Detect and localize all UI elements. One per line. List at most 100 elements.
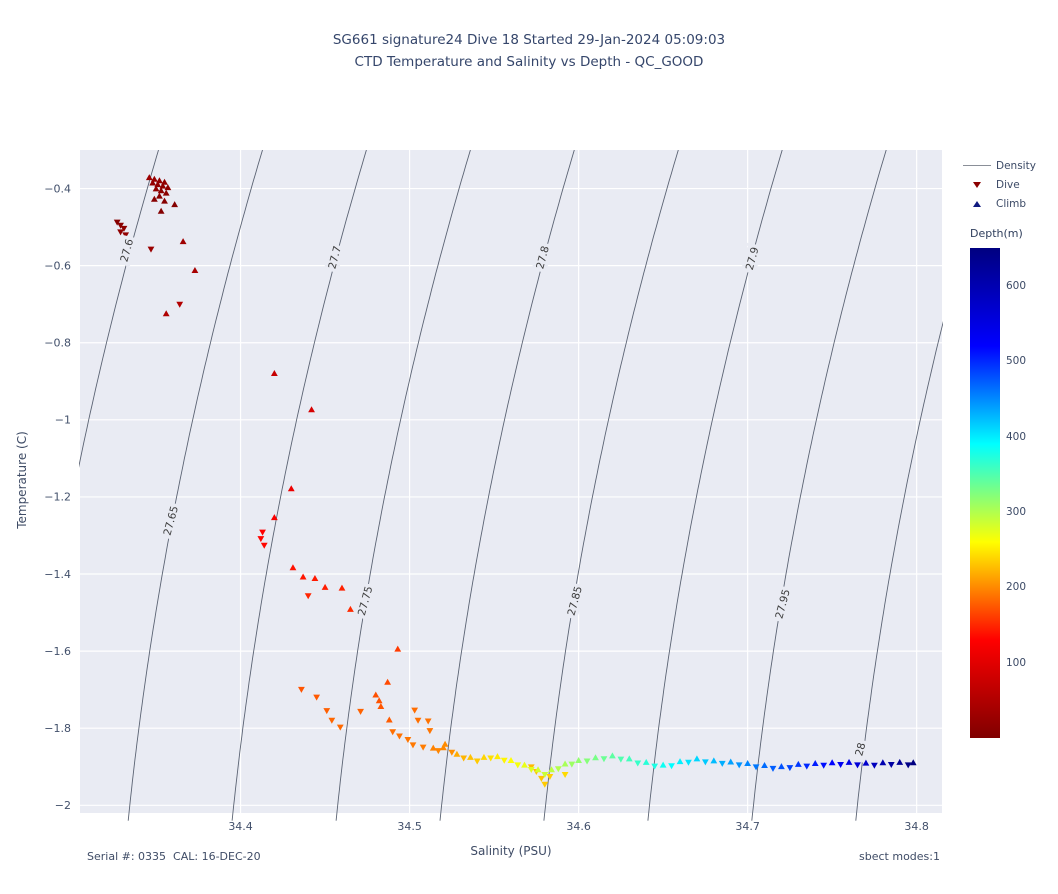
legend-density-label: Density — [996, 159, 1036, 172]
climb-point — [171, 201, 179, 208]
sbect-modes-text: sbect modes:1 — [859, 850, 940, 863]
climb-point — [494, 753, 501, 760]
climb-point — [145, 174, 153, 181]
density-contour-line — [439, 150, 575, 821]
y-tick-label: −1.8 — [44, 722, 71, 735]
y-tick-label: −0.6 — [44, 259, 71, 272]
climb-point — [693, 755, 701, 762]
legend-row-density: Density — [958, 156, 1054, 175]
climb-point — [347, 605, 354, 612]
legend-climb-label: Climb — [996, 197, 1027, 210]
climb-point — [287, 485, 295, 492]
density-line-icon — [958, 165, 996, 166]
climb-point — [429, 744, 437, 751]
dive-point — [500, 757, 508, 764]
climb-point — [676, 758, 684, 765]
dive-point — [117, 222, 124, 229]
dive-point — [409, 742, 417, 749]
climb-marker-icon — [958, 200, 996, 207]
dive-point — [260, 542, 268, 549]
climb-point — [794, 760, 802, 767]
density-contour-line — [127, 150, 263, 821]
climb-point — [845, 758, 853, 765]
climb-point — [507, 756, 515, 763]
dive-point — [396, 733, 403, 740]
dive-point — [668, 763, 675, 770]
climb-point — [575, 756, 583, 763]
dive-point — [304, 593, 312, 600]
dive-point — [538, 775, 545, 782]
climb-point — [152, 185, 160, 192]
dive-point — [460, 755, 468, 762]
dive-point — [426, 728, 434, 735]
climb-point — [384, 678, 392, 685]
dive-point — [323, 708, 331, 715]
x-tick-label: 34.7 — [735, 820, 760, 833]
climb-point — [879, 759, 887, 766]
dive-point — [527, 767, 535, 774]
dive-point — [147, 246, 155, 253]
y-tick-label: −0.4 — [44, 182, 71, 195]
climb-point — [862, 759, 870, 766]
depth-colorbar — [970, 248, 1000, 738]
climb-point — [453, 750, 461, 757]
x-tick-label: 34.8 — [904, 820, 929, 833]
dive-point — [434, 748, 442, 755]
x-axis-label: Salinity (PSU) — [470, 844, 552, 858]
climb-point — [338, 584, 346, 591]
density-contour-line — [751, 150, 887, 821]
colorbar-tick-label: 600 — [1006, 279, 1027, 292]
y-tick-label: −1.2 — [44, 491, 71, 504]
colorbar-tick-label: 300 — [1006, 505, 1027, 518]
dive-point — [541, 772, 549, 779]
climb-point — [157, 207, 165, 214]
climb-point — [439, 744, 447, 751]
climb-point — [625, 755, 633, 762]
legend-dive-label: Dive — [996, 178, 1020, 191]
dive-point — [117, 229, 124, 236]
climb-point — [375, 697, 383, 704]
climb-point — [321, 583, 329, 590]
climb-point — [377, 703, 385, 710]
climb-point — [561, 760, 569, 767]
dive-point — [389, 729, 397, 736]
dive-point — [634, 760, 642, 767]
colorbar-tick-label: 500 — [1006, 355, 1027, 368]
climb-point — [896, 758, 904, 765]
dive-point — [541, 781, 549, 788]
climb-point — [467, 753, 474, 760]
climb-point — [811, 760, 819, 767]
colorbar-tick-label: 100 — [1006, 656, 1027, 669]
dive-point — [786, 765, 794, 772]
climb-point — [311, 575, 319, 582]
climb-point — [548, 766, 555, 773]
climb-point — [909, 759, 917, 766]
climb-point — [642, 758, 650, 765]
y-axis-label: Temperature (C) — [15, 431, 29, 529]
plot-background — [80, 150, 942, 813]
dive-point — [414, 717, 422, 724]
legend-row-climb: Climb — [958, 194, 1054, 213]
dive-point — [514, 762, 522, 769]
dive-point — [259, 529, 266, 536]
dive-point — [424, 718, 432, 725]
dive-point — [568, 761, 576, 768]
dive-point — [854, 762, 861, 769]
dive-point — [651, 763, 659, 770]
climb-point — [299, 573, 307, 580]
dive-point — [404, 736, 412, 743]
colorbar-tick-label: 400 — [1006, 430, 1027, 443]
climb-point — [372, 691, 380, 698]
density-contour-line — [335, 150, 471, 821]
climb-point — [521, 761, 528, 768]
climb-point — [308, 406, 315, 413]
climb-point — [289, 564, 297, 571]
y-tick-label: −0.8 — [44, 337, 71, 350]
x-tick-label: 34.5 — [397, 820, 422, 833]
climb-point — [156, 192, 163, 199]
dive-point — [128, 243, 136, 250]
dive-point — [685, 759, 692, 766]
dive-point — [487, 755, 495, 762]
dive-point — [419, 744, 427, 751]
dive-point — [546, 773, 554, 780]
